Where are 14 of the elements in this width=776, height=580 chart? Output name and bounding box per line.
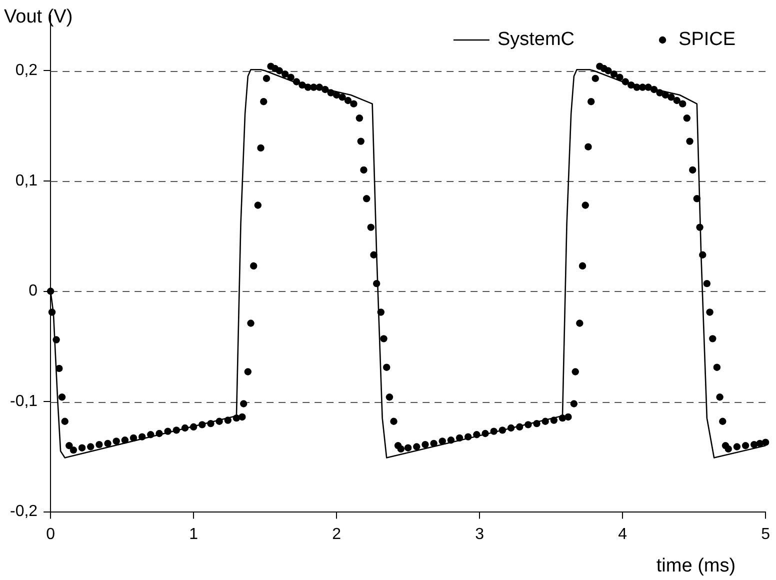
y-tick-label: 0,2: [15, 62, 38, 80]
legend-label: SPICE: [678, 29, 736, 50]
y-tick-label: -0,2: [10, 503, 38, 520]
y-tick-label: -0,1: [10, 392, 38, 410]
x-tick-label: 2: [332, 526, 342, 543]
x-tick-label: 5: [761, 526, 770, 543]
legend-label: SystemC: [497, 29, 575, 50]
y-tick-label: 0: [28, 282, 38, 300]
x-tick-label: 3: [475, 526, 484, 543]
x-tick-label: 0: [46, 526, 56, 543]
y-tick-label: 0,1: [15, 172, 38, 190]
x-tick-label: 4: [618, 526, 628, 543]
x-axis-title: time (ms): [656, 556, 736, 577]
x-tick-label: 1: [189, 526, 198, 543]
